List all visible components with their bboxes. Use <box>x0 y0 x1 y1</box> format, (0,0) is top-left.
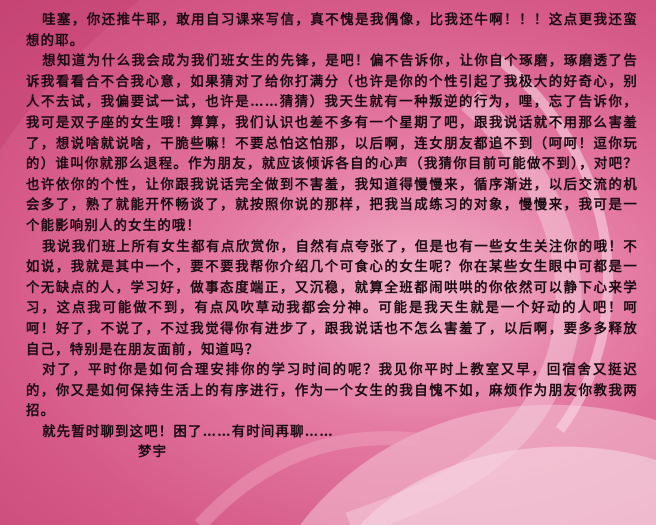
letter-paragraph: 哇塞，你还推牛耶，敢用自习课来写信，真不愧是我偶像，比我还牛啊！！！这点更我还蛮… <box>26 12 638 49</box>
letter-paragraph: 就先暂时聊到这吧！困了……有时间再聊…… <box>42 423 334 440</box>
letter-paragraph: 对了，平时你是如何合理安排你的学习时间的呢？我见你平时上教室又早，回宿舍又挺迟的… <box>26 362 638 420</box>
letter-signature: 梦宇 <box>138 444 168 461</box>
letter-body: 哇塞，你还推牛耶，敢用自习课来写信，真不愧是我偶像，比我还牛啊！！！这点更我还蛮… <box>26 10 638 463</box>
letter-paragraph: 想知道为什么我会成为我们班女生的先锋，是吧！偏不告诉你，让你自个琢磨，琢磨透了告… <box>26 53 638 234</box>
letter-paragraph: 我说我们班上所有女生都有点欣赏你，自然有点夸张了，但是也有一些女生关注你的哦！不… <box>26 238 638 358</box>
